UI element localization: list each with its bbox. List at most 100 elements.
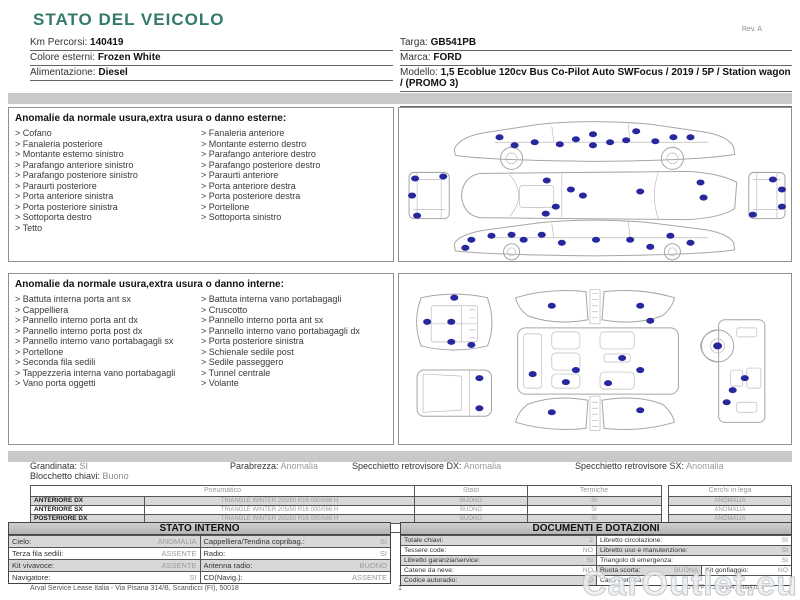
summary-label: Grandinata: xyxy=(30,461,80,471)
anomaly-item: > Parafango posteriore sinistro xyxy=(15,170,138,180)
cell-value: ASSENTE xyxy=(161,549,197,558)
summary-specchietto-dx: Specchietto retrovisore DX: Anomalia xyxy=(352,461,501,471)
field-label: Km Percorsi: xyxy=(30,37,91,48)
interior-right-column: > Battuta interna vano portabagagli > Cr… xyxy=(201,294,387,389)
documenti-row: Codice autoradio: NO Cavo elettrico: xyxy=(401,575,791,585)
anomaly-item: > Parafango anteriore sinistro xyxy=(15,159,134,170)
field-label: Modello: xyxy=(400,67,441,78)
cell-value: ASSENTE xyxy=(351,573,387,582)
exterior-damage-diagram xyxy=(398,107,792,262)
summary-parabrezza: Parabrezza: Anomalia xyxy=(230,461,318,471)
field-marca: Marca: FORD xyxy=(400,51,792,66)
stato-cell: CD(Navig.): ASSENTE xyxy=(199,572,391,583)
stato-cell: Cielo: ANOMALIA xyxy=(9,536,200,547)
anomaly-item: > Parafango posteriore destro xyxy=(201,159,321,170)
tyre-position: ANTERIORE SX xyxy=(34,506,83,513)
anomaly-item: > Paraurti posteriore xyxy=(15,180,97,191)
cell-value: NO xyxy=(582,567,593,574)
tyre-position: POSTERIORE DX xyxy=(34,515,88,522)
summary-value: Anomalia xyxy=(686,461,724,471)
anomaly-item: > Cruscotto xyxy=(201,304,248,315)
cerchi-col-header: Cerchi in lega xyxy=(708,487,752,494)
cell-value: NO xyxy=(777,567,788,574)
cerchi-row: ANOMALIA xyxy=(669,505,791,514)
summary-value: SI xyxy=(79,461,89,471)
field-label: Colore esterni: xyxy=(30,52,98,63)
tyre-row: ANTERIORE DX TRIANGLE WINTER 205/50 R16 … xyxy=(31,496,661,505)
cell-label: Radio: xyxy=(203,549,226,558)
field-alimentazione: Alimentazione: Diesel xyxy=(30,66,393,81)
anomaly-item: > Porta anteriore sinistra xyxy=(15,191,114,201)
tyre-termiche: SI xyxy=(527,506,660,514)
anomaly-item: > Sedile passeggero xyxy=(201,357,284,367)
summary-value: Anomalia xyxy=(463,461,502,471)
anomaly-item: > Battuta interna vano portabagagli xyxy=(201,294,342,304)
anomaly-item: > Portellone xyxy=(201,201,250,212)
anomaly-item: > Portellone xyxy=(15,346,64,357)
cell-label: Triangolo di emergenza: xyxy=(600,557,674,564)
documenti-cell: Cavo elettrico: xyxy=(596,576,791,585)
cell-value: SI xyxy=(379,549,387,558)
anomaly-item: > Sottoporta sinistro xyxy=(201,212,282,222)
cell-label: CD(Navig.): xyxy=(203,573,243,582)
cell-label: Cielo: xyxy=(12,537,32,546)
tyre-stato: BUONO xyxy=(414,515,527,523)
cell-value: BUONA xyxy=(674,567,699,574)
footer-page-number: 1 xyxy=(398,585,402,592)
documenti-cell: Libretto garanzia/service: SI xyxy=(401,556,596,565)
anomaly-item: > Montante esterno destro xyxy=(201,138,307,149)
exterior-anomalies-panel: Anomalie da normale usura,extra usura o … xyxy=(8,107,394,262)
anomaly-item: > Parafango anteriore destro xyxy=(201,149,316,159)
field-label: Targa: xyxy=(400,37,431,48)
cell-value: SI xyxy=(781,547,788,554)
anomaly-item: > Battuta interna porta ant sx xyxy=(15,294,131,304)
summary-value: Buono xyxy=(102,471,129,481)
anomaly-item: > Porta posteriore destra xyxy=(201,191,301,201)
tyre-spec: TRIANGLE WINTER 205/50 R16 000/086 H xyxy=(144,497,414,505)
stato-cell: Kit vivavoce: ASSENTE xyxy=(9,560,200,571)
cell-value: NO xyxy=(582,547,593,554)
cell-label: Catene da neve: xyxy=(404,567,454,574)
section-divider-band xyxy=(8,451,792,462)
cell-label: Kit gonfiaggio: xyxy=(705,567,749,574)
vehicle-info-left: Km Percorsi: 140419 Colore esterni: Froz… xyxy=(30,36,393,81)
page-title: STATO DEL VEICOLO xyxy=(33,10,225,29)
cell-label: Ruota scorta: xyxy=(600,567,641,574)
documenti-row: Catene da neve: NO Ruota scorta: BUONA Kit… xyxy=(401,565,791,575)
tyre-col-stato: Stato xyxy=(414,486,527,496)
summary-value: Anomalia xyxy=(280,461,319,471)
summary-label: Specchietto retrovisore DX: xyxy=(352,461,464,471)
exterior-anomalies-list: > Cofano > Fanaleria posteriore > Montan… xyxy=(15,128,387,233)
tyre-stato: BUONO xyxy=(414,497,527,505)
exterior-left-column: > Cofano > Fanaleria posteriore > Montan… xyxy=(15,128,201,233)
cell-value: SI xyxy=(189,573,197,582)
footer-doc-id: ID ta7Ph3.21ur1s4_Gba41tca xyxy=(684,585,764,591)
interior-anomalies-list: > Battuta interna porta ant sx > Cappell… xyxy=(15,294,387,389)
cell-value: ASSENTE xyxy=(161,561,197,570)
anomaly-item: > Pannello interno vano portabagagli sx xyxy=(15,336,174,346)
exterior-anomalies-title: Anomalie da normale usura,extra usura o … xyxy=(15,113,287,124)
anomaly-item: > Tetto xyxy=(15,222,43,233)
anomaly-item: > Pannello interno vano portabagagli dx xyxy=(201,325,360,336)
interior-damage-diagram xyxy=(398,273,792,445)
anomaly-item: > Pannello interno porta post dx xyxy=(15,325,143,336)
cell-label: Libretto uso e manutenzione: xyxy=(600,547,688,554)
anomaly-item: > Cofano xyxy=(15,128,52,138)
stato-interno-table: STATO INTERNO Cielo: ANOMALIA Cappelliera… xyxy=(8,522,391,584)
anomaly-item: > Porta anteriore destra xyxy=(201,180,296,191)
cerchi-row: ANOMALIA xyxy=(669,514,791,523)
documenti-cell: Libretto circolazione: SI xyxy=(596,536,791,545)
anomaly-item: > Porta posteriore sinistra xyxy=(201,336,304,346)
car-interior-views-icon xyxy=(416,289,766,431)
cerchi-header-row: Cerchi in lega xyxy=(669,486,791,496)
cell-label: Libretto garanzia/service: xyxy=(404,557,480,564)
exterior-right-column: > Fanaleria anteriore > Montante esterno… xyxy=(201,128,387,233)
field-targa: Targa: GB541PB xyxy=(400,36,792,51)
tyre-stato: BUONO xyxy=(414,506,527,514)
cerchi-row: ANOMALIA xyxy=(669,496,791,505)
documenti-row: Libretto garanzia/service: SI Triangolo d… xyxy=(401,555,791,565)
cerchi-value: ANOMALIA xyxy=(714,498,746,504)
section-divider-band xyxy=(8,93,792,104)
tyre-header-row: Pneumatico Stato Termiche xyxy=(31,486,661,496)
